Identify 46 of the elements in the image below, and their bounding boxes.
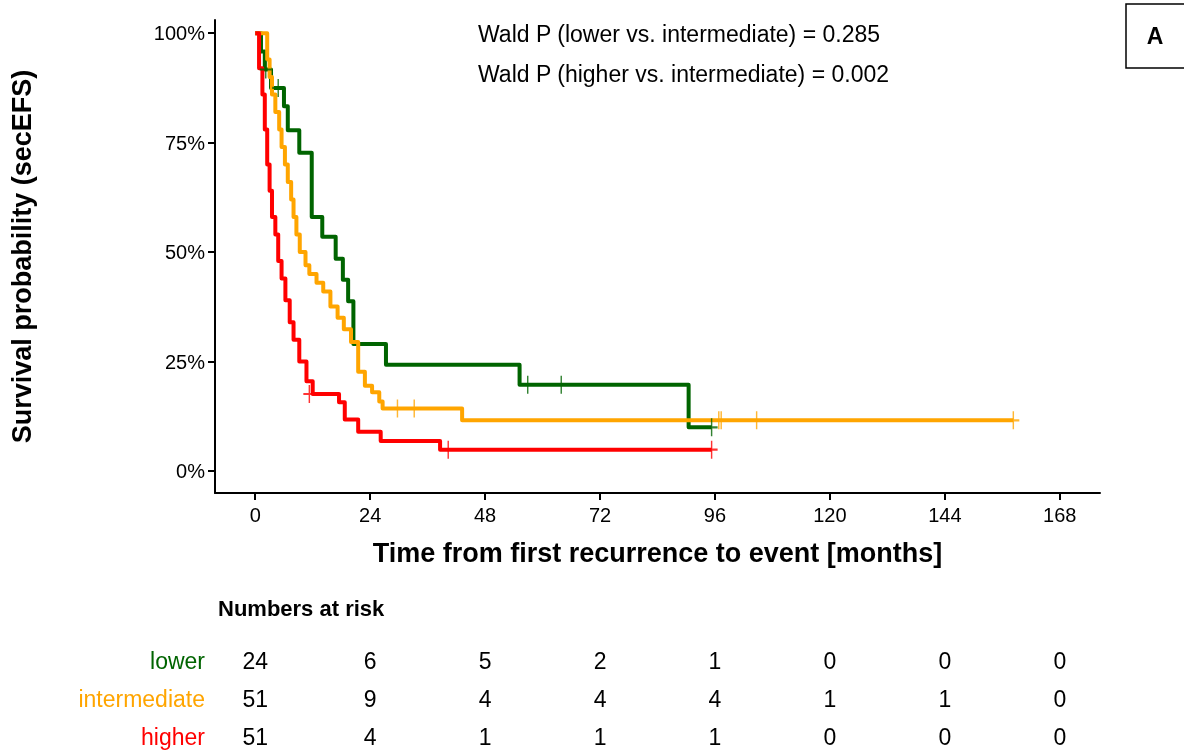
y-tick-label: 50% xyxy=(164,241,206,264)
text: 1 xyxy=(593,724,607,750)
text: 51 xyxy=(242,686,269,712)
text: 1 xyxy=(708,724,722,750)
text: 24 xyxy=(242,648,269,674)
y-axis-title: Survival probability (secEFS) xyxy=(6,69,37,444)
text: 51 xyxy=(242,724,269,750)
text: 4 xyxy=(708,686,722,712)
text: 0 xyxy=(823,724,837,750)
text: 4 xyxy=(363,724,377,750)
x-tick-label: 0 xyxy=(249,504,261,526)
y-tick-label: 75% xyxy=(164,131,206,154)
text: intermediate xyxy=(78,686,205,712)
x-tick-label: 96 xyxy=(703,504,727,526)
text: 5 xyxy=(478,648,492,674)
text: 2 xyxy=(593,648,607,674)
y-tick-label: 25% xyxy=(164,350,206,373)
text: 1 xyxy=(823,686,837,712)
x-tick-label: 120 xyxy=(813,504,847,526)
x-axis-title: Time from first recurrence to event [months] xyxy=(372,537,943,568)
text: 9 xyxy=(363,686,377,712)
text: 0 xyxy=(1053,686,1067,712)
y-tick-label: 100% xyxy=(153,22,206,45)
text: A xyxy=(1146,23,1164,49)
text: 1 xyxy=(938,686,952,712)
y-tick-label: 0% xyxy=(176,460,206,483)
text: 0 xyxy=(938,648,952,674)
text: 4 xyxy=(593,686,607,712)
x-tick-label: 72 xyxy=(588,504,612,526)
text: 0 xyxy=(938,724,952,750)
text: 6 xyxy=(363,648,377,674)
x-tick-label: 48 xyxy=(473,504,497,526)
text: 4 xyxy=(478,686,492,712)
text: 1 xyxy=(708,648,722,674)
x-tick-label: 144 xyxy=(928,504,962,526)
text: lower xyxy=(150,648,206,674)
x-tick-label: 168 xyxy=(1043,504,1077,526)
text: 0 xyxy=(823,648,837,674)
annotation: Wald P (lower vs. intermediate) = 0.285 xyxy=(478,20,881,47)
annotation: Wald P (higher vs. intermediate) = 0.002 xyxy=(478,60,890,87)
text: 0 xyxy=(1053,648,1067,674)
text: 0 xyxy=(1053,724,1067,750)
text: Numbers at risk xyxy=(218,595,386,621)
text: 1 xyxy=(478,724,492,750)
x-tick-label: 24 xyxy=(359,504,382,526)
text: higher xyxy=(141,724,206,750)
